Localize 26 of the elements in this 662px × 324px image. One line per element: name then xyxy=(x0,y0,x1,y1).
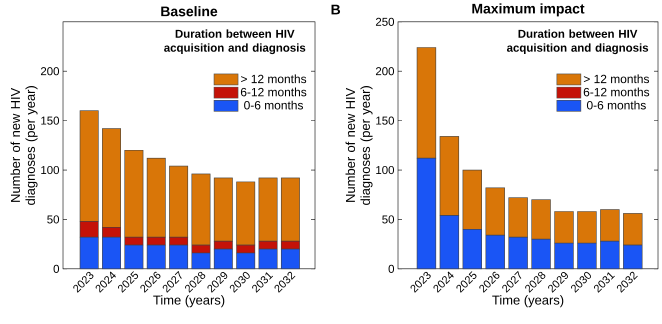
legend-label: 6-12 months xyxy=(584,88,650,96)
y-tick-label: 150 xyxy=(376,116,394,125)
legend-title: Duration between HIV acquisition and diagnosis xyxy=(164,30,306,54)
y-tick-label: 150 xyxy=(41,116,60,125)
y-tick-label: 0 xyxy=(388,264,394,273)
legend-label: > 12 months xyxy=(584,74,650,84)
y-axis-title: Number of new HIV diagnoses (per year) xyxy=(10,86,38,205)
y-tick-label: 100 xyxy=(41,166,60,174)
y-tick-label: 0 xyxy=(54,264,60,273)
x-axis-title: Time (years) xyxy=(492,295,564,308)
y-tick-label: 250 xyxy=(376,18,394,26)
legend-label: 6-12 months xyxy=(240,88,306,96)
legend-label: 0-6 months xyxy=(586,100,646,110)
y-tick-label: 200 xyxy=(376,67,394,76)
legend-label: 0-6 months xyxy=(244,100,303,110)
y-axis-title: Number of new HIV diagnoses (per year) xyxy=(346,86,373,205)
text: B xyxy=(332,4,340,14)
y-tick-label: 50 xyxy=(382,215,394,224)
legend-label: > 12 months xyxy=(241,74,306,84)
legend-title: Duration between HIV acquisition and diagnosis xyxy=(506,30,648,54)
chart-title: Maximum impact xyxy=(472,3,584,16)
y-tick-label: 100 xyxy=(376,166,394,174)
y-tick-label: 50 xyxy=(47,215,60,224)
chart-title: Baseline xyxy=(161,6,218,16)
x-axis-title: Time (years) xyxy=(153,295,224,308)
y-tick-label: 200 xyxy=(40,67,60,76)
